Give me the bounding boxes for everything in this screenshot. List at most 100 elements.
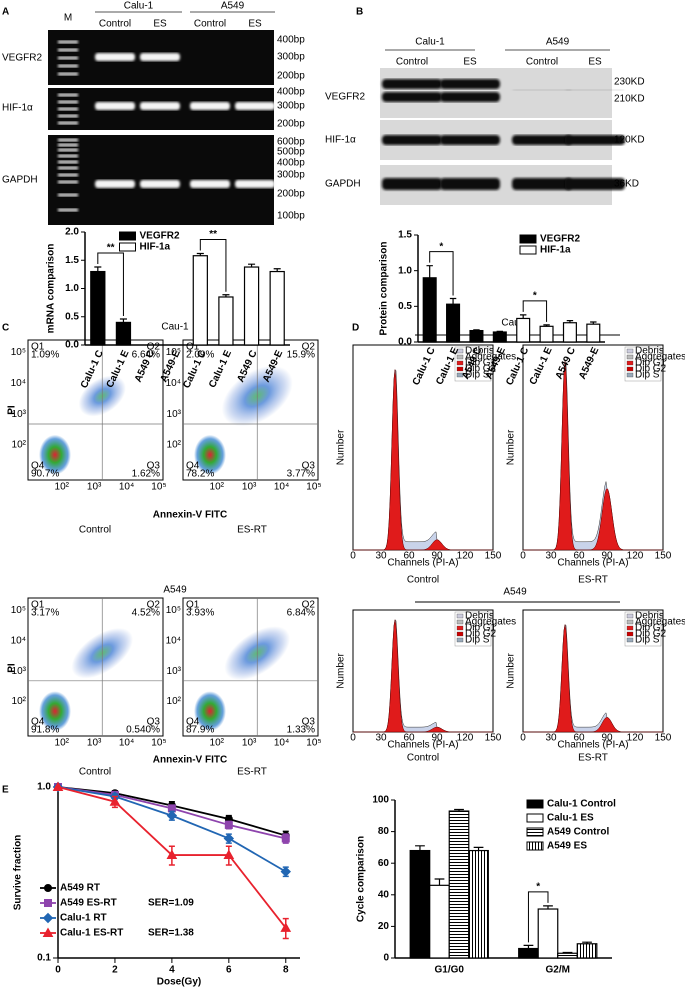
quadrant-percent: 0.540% (126, 725, 160, 736)
quadrant-label: Q3 (302, 717, 316, 728)
legend-swatch (626, 372, 634, 378)
significance-label: ** (107, 243, 115, 254)
bar (448, 810, 470, 959)
x-tick-label: 120 (457, 733, 474, 744)
legend-swatch (456, 637, 464, 643)
marker (44, 884, 52, 892)
ladder-band (58, 40, 78, 44)
marker (223, 833, 235, 844)
blot-band (440, 79, 500, 89)
quadrant-percent: 1.33% (287, 725, 315, 736)
x-tick-label: 0 (350, 733, 356, 744)
cell-line-title: Cau-1 (501, 318, 529, 329)
x-axis-label: Channels (PI-A) (387, 558, 458, 569)
blot-band (512, 89, 572, 91)
blot-band (440, 135, 500, 145)
legend-label: Debris (635, 611, 664, 622)
row-label: HIF-1α (2, 103, 33, 114)
legend-swatch (456, 360, 464, 366)
gel-band (95, 53, 135, 61)
y-tick-label: 10⁵ (166, 347, 181, 358)
gel-band (235, 102, 275, 110)
y-tick-label: 60 (378, 858, 390, 869)
marker (166, 810, 178, 821)
ladder-band (58, 100, 78, 104)
bar (269, 270, 285, 346)
legend-swatch (456, 372, 464, 378)
lane-label: ES (463, 57, 477, 68)
histogram-g-phase (353, 369, 493, 551)
legend-label: A549 ES-RT (60, 898, 117, 909)
bar (539, 325, 554, 343)
bar (192, 255, 208, 346)
y-tick-label: 1.5 (398, 230, 412, 241)
legend-swatch (456, 619, 464, 625)
condition-label: Control (407, 753, 439, 764)
y-axis-label: Cycle comparison (356, 836, 367, 922)
legend-swatch (626, 631, 634, 637)
ladder-band (58, 138, 78, 142)
error-bar (426, 265, 433, 278)
blot-band (382, 135, 442, 145)
size-label: 200bp (277, 71, 305, 82)
x-tick-label: 10⁴ (274, 482, 289, 493)
gel-band (190, 180, 230, 188)
size-label: 400bp (277, 87, 305, 98)
legend-label: Calu-1 ES-RT (60, 928, 123, 939)
quadrant-label: Q2 (302, 342, 316, 353)
bar (557, 952, 578, 959)
legend-label: Aggregates (635, 352, 685, 363)
legend-label: Debris (635, 346, 664, 357)
legend-swatch (626, 366, 634, 372)
legend-label: A549 RT (60, 883, 100, 894)
y-tick-label: 20 (378, 921, 390, 932)
annotation: SER=1.38 (148, 928, 194, 939)
size-label: 200bp (277, 189, 305, 200)
error-bar (543, 324, 550, 327)
y-tick-label: 10² (12, 696, 27, 707)
x-tick-label: 0 (350, 551, 356, 562)
group-label: Calu-1 (124, 1, 154, 12)
legend-label: Dip G2 (465, 629, 497, 640)
x-tick-label: 90 (601, 733, 613, 744)
quadrant-label: Q2 (147, 342, 161, 353)
x-tick-label: 60 (403, 551, 415, 562)
bar (469, 329, 484, 343)
marker (42, 927, 54, 937)
error-bar (566, 320, 574, 323)
legend-swatch (626, 625, 634, 631)
x-tick-label: G1/G0 (435, 965, 465, 976)
x-tick-label: 60 (573, 733, 585, 744)
marker (280, 922, 292, 932)
legend-swatch (526, 841, 544, 851)
histogram-g-phase (353, 619, 493, 733)
x-tick-label: 6 (226, 965, 232, 976)
y-tick-label: 0.5 (65, 311, 79, 322)
scatter-core (194, 434, 226, 475)
blot-band (382, 92, 442, 102)
blot-band (565, 89, 625, 91)
y-axis-label: Survive fraction (13, 835, 24, 911)
x-axis-label: Annexin-V FITC (153, 755, 227, 766)
y-axis-label: PI (7, 663, 18, 673)
significance-label: * (536, 882, 540, 893)
y-tick-label: 10³ (167, 666, 182, 677)
legend-swatch (526, 799, 544, 809)
significance-bracket (199, 238, 227, 292)
quadrant-percent: 15.9% (287, 350, 315, 361)
y-tick-label: 40 (378, 889, 390, 900)
x-tick-label: 0 (55, 965, 61, 976)
significance-bracket (527, 891, 549, 943)
legend-label: VEGFR2 (140, 231, 180, 242)
quadrant-percent: 90.7% (31, 469, 59, 480)
x-tick-label: 120 (457, 551, 474, 562)
quadrant-label: Q3 (147, 461, 161, 472)
bar (429, 884, 450, 959)
x-tick-label: 8 (283, 965, 289, 976)
blot-band (565, 178, 625, 190)
bar (516, 317, 531, 343)
group-label: Calu-1 (415, 37, 445, 48)
histogram-g-phase (523, 361, 663, 551)
y-tick-label: 10⁵ (11, 605, 26, 616)
